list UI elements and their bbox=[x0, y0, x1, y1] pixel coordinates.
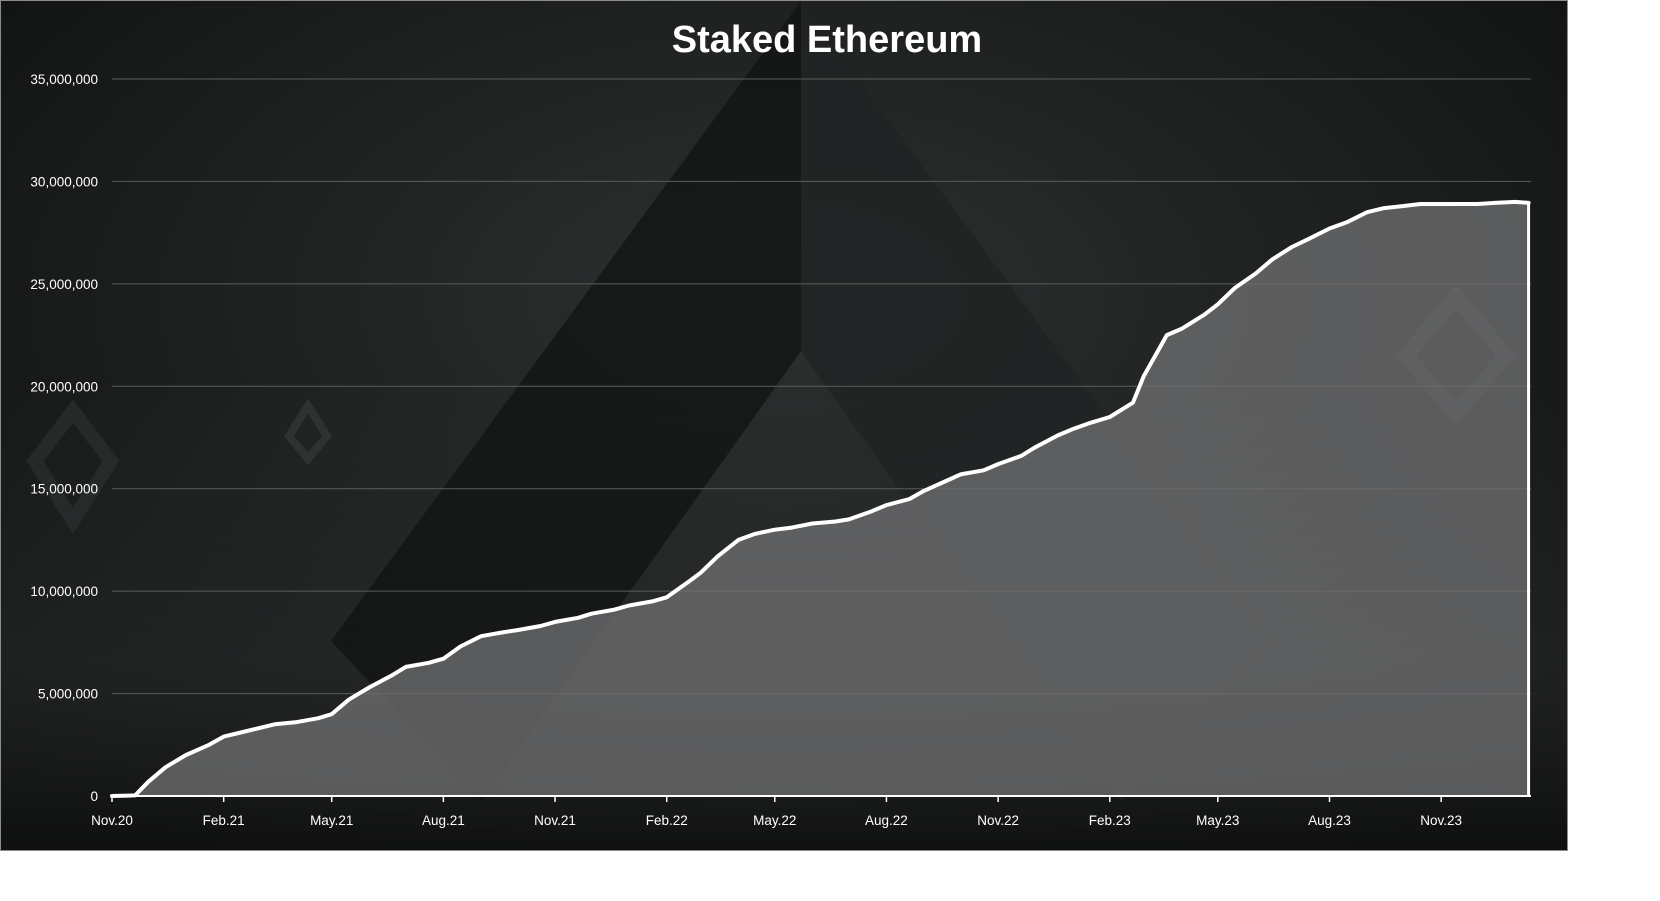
x-tick-label: Feb.21 bbox=[203, 813, 245, 828]
x-tick-label: Aug.22 bbox=[865, 813, 908, 828]
x-axis: Nov.20 Feb.21 May.21 Aug.21 Nov.21 Feb.22 May.… bbox=[91, 795, 1531, 828]
x-tick-label: May.22 bbox=[753, 813, 796, 828]
x-tick-label: Nov.21 bbox=[534, 813, 576, 828]
diamond-shape-small bbox=[284, 398, 332, 466]
x-tick-label: Nov.22 bbox=[977, 813, 1019, 828]
y-tick-label: 15,000,000 bbox=[30, 482, 98, 497]
x-tick-label: Nov.23 bbox=[1420, 813, 1462, 828]
x-tick-label: Feb.22 bbox=[646, 813, 688, 828]
area-fill bbox=[112, 201, 1529, 796]
x-tick-label: Aug.21 bbox=[422, 813, 465, 828]
x-tick-label: Feb.23 bbox=[1089, 813, 1131, 828]
chart-svg: 0 5,000,000 10,000,000 15,000,000 20,000,000… bbox=[1, 1, 1567, 850]
diamond-shape-left bbox=[26, 399, 120, 535]
y-tick-label: 10,000,000 bbox=[30, 584, 98, 599]
y-tick-label: 25,000,000 bbox=[30, 277, 98, 292]
y-tick-label: 20,000,000 bbox=[30, 379, 98, 394]
y-tick-label: 5,000,000 bbox=[38, 687, 98, 702]
x-tick-label: Nov.20 bbox=[91, 813, 133, 828]
chart-title: Staked Ethereum bbox=[672, 19, 982, 61]
x-tick-label: May.21 bbox=[310, 813, 353, 828]
x-tick-label: Aug.23 bbox=[1308, 813, 1351, 828]
chart-frame: 0 5,000,000 10,000,000 15,000,000 20,000,000… bbox=[0, 0, 1568, 851]
y-axis: 0 5,000,000 10,000,000 15,000,000 20,000,000… bbox=[30, 72, 98, 804]
y-tick-label: 0 bbox=[90, 789, 98, 804]
area-group bbox=[110, 199, 1531, 798]
series-line bbox=[110, 199, 1531, 798]
y-tick-label: 35,000,000 bbox=[30, 72, 98, 87]
x-tick-label: May.23 bbox=[1196, 813, 1239, 828]
y-tick-label: 30,000,000 bbox=[30, 174, 98, 189]
diamond-shape-lower bbox=[123, 494, 275, 706]
